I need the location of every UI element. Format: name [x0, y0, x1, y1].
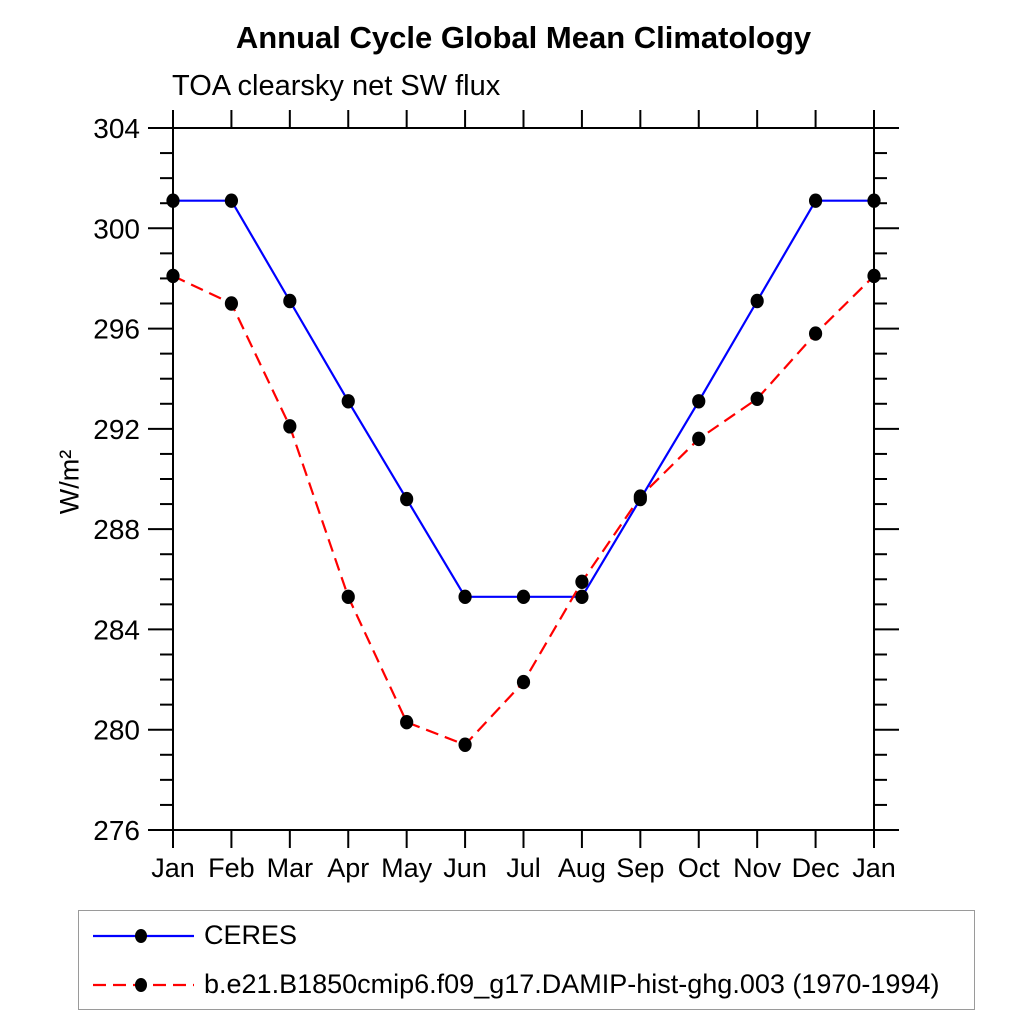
- x-tick-label: Jun: [443, 853, 487, 883]
- series-line-0: [173, 199, 874, 598]
- data-point-series-1: [224, 296, 239, 311]
- data-point-series-0: [867, 193, 881, 208]
- data-point-series-1: [867, 268, 881, 284]
- chart-subtitle: TOA clearsky net SW flux: [172, 70, 501, 102]
- data-point-series-0: [750, 293, 764, 309]
- data-point-series-1: [166, 268, 180, 284]
- data-point-series-1: [692, 431, 706, 447]
- y-tick-label: 284: [93, 614, 140, 645]
- legend-line-sample: [93, 928, 194, 943]
- data-point-series-0: [400, 491, 414, 507]
- data-point-series-1: [750, 391, 764, 406]
- data-point-series-1: [283, 419, 297, 434]
- x-tick-label: Nov: [733, 853, 782, 883]
- legend: CERES b.e21.B1850cmip6.f09_g17.DAMIP-hist…: [78, 910, 975, 1010]
- data-point-series-1: [516, 674, 531, 690]
- legend-item-1: b.e21.B1850cmip6.f09_g17.DAMIP-hist-ghg.…: [79, 960, 974, 1009]
- x-tick-label: Jan: [151, 853, 195, 883]
- data-point-series-0: [458, 589, 472, 605]
- x-tick-label: Feb: [208, 853, 255, 883]
- x-tick-label: Apr: [327, 853, 369, 883]
- legend-line-sample: [93, 977, 194, 992]
- data-point-series-0: [516, 589, 531, 605]
- data-point-series-0: [283, 293, 297, 309]
- data-point-series-1: [808, 326, 823, 341]
- y-tick-label: 288: [93, 514, 140, 545]
- x-tick-label: Jan: [852, 853, 896, 883]
- legend-label: CERES: [204, 920, 298, 950]
- x-tick-label: Mar: [267, 853, 314, 883]
- legend-item-0: CERES: [79, 911, 974, 960]
- data-point-series-1: [341, 589, 355, 605]
- plot-frame: [172, 127, 875, 831]
- y-tick-label: 276: [93, 815, 140, 846]
- x-tick-label: Dec: [792, 853, 840, 883]
- legend-marker-icon: [135, 977, 147, 992]
- data-point-series-0: [692, 394, 706, 409]
- legend-marker-icon: [135, 928, 147, 943]
- data-point-series-1: [458, 737, 472, 752]
- y-tick-label: 304: [93, 113, 140, 144]
- data-point-series-1: [575, 574, 589, 589]
- x-tick-label: Sep: [616, 853, 664, 883]
- x-tick-label: Aug: [558, 853, 606, 883]
- y-tick-label: 300: [93, 213, 140, 244]
- data-point-series-0: [341, 394, 355, 409]
- x-tick-label: Oct: [678, 853, 721, 883]
- data-point-series-1: [400, 714, 414, 730]
- chart-title: Annual Cycle Global Mean Climatology: [235, 20, 812, 55]
- data-point-series-0: [575, 589, 589, 605]
- legend-label: b.e21.B1850cmip6.f09_g17.DAMIP-hist-ghg.…: [204, 969, 940, 999]
- y-tick-label: 296: [93, 314, 140, 345]
- y-tick-label: 280: [93, 715, 140, 746]
- data-point-series-1: [633, 489, 647, 504]
- data-point-series-0: [166, 193, 180, 208]
- x-tick-label: May: [381, 853, 433, 883]
- data-point-series-0: [808, 193, 823, 208]
- x-tick-label: Jul: [506, 853, 541, 883]
- y-tick-label: 292: [93, 414, 140, 445]
- series-line-1: [172, 274, 875, 747]
- data-point-series-0: [224, 193, 239, 208]
